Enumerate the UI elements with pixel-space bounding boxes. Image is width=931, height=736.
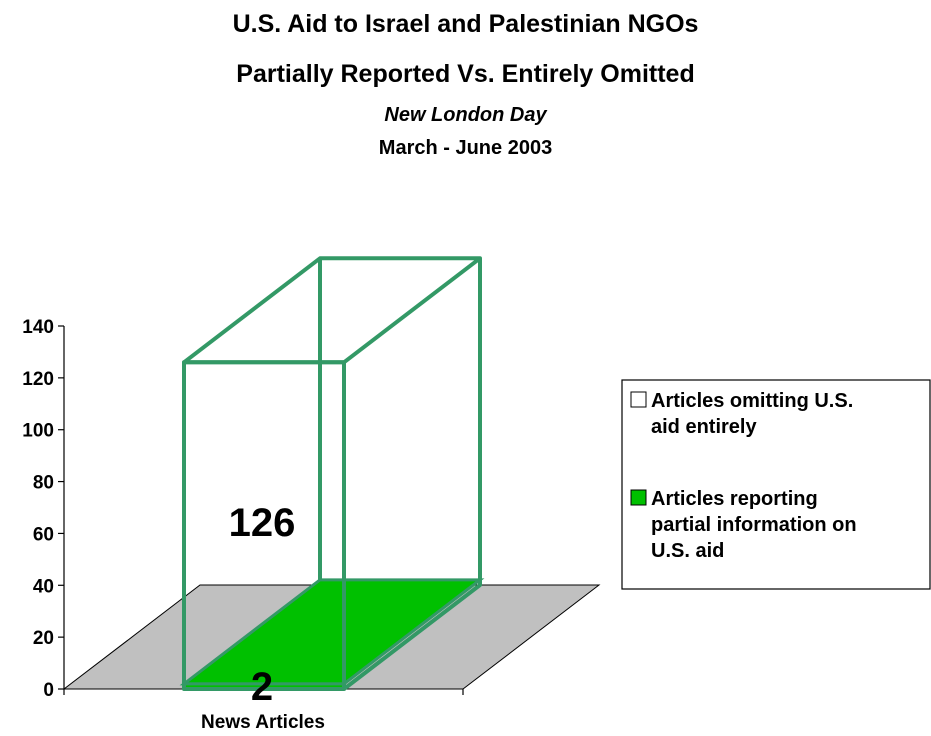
data-label-partial: 2: [251, 665, 273, 709]
legend-label: Articles omitting U.S.: [651, 390, 853, 412]
legend-label: aid entirely: [651, 416, 757, 438]
legend-swatch: [630, 489, 647, 506]
y-tick-label: 40: [33, 576, 54, 597]
chart-subtitle: Partially Reported Vs. Entirely Omitted: [236, 60, 695, 88]
y-tick-label: 100: [22, 421, 54, 442]
y-tick-label: 60: [33, 524, 54, 545]
y-tick-label: 20: [33, 628, 54, 649]
y-tick-label: 0: [43, 680, 54, 701]
chart-source: New London Day: [384, 104, 547, 126]
bar-segment-omit-side: [342, 258, 482, 691]
data-label-omit: 126: [229, 501, 296, 545]
y-tick-label: 80: [33, 473, 54, 494]
legend-label: partial information on: [651, 514, 857, 536]
bar-segment-omit-top: [182, 256, 482, 365]
legend-swatch: [630, 391, 647, 408]
chart-period: March - June 2003: [378, 137, 553, 159]
y-tick-label: 120: [22, 369, 54, 390]
chart-title: U.S. Aid to Israel and Palestinian NGOs: [232, 10, 699, 38]
legend-box: [621, 379, 931, 590]
legend-label: U.S. aid: [651, 540, 724, 562]
legend-label: Articles reporting: [651, 488, 818, 510]
y-tick-label: 140: [22, 317, 54, 338]
x-category-label: News Articles: [201, 712, 325, 733]
